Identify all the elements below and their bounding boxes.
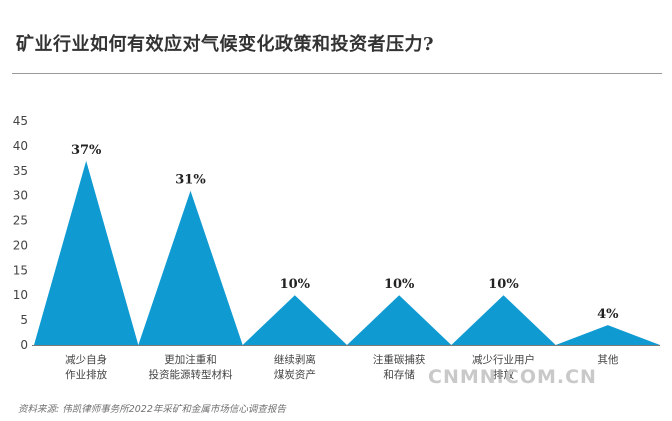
x-category-label: 煤炭资产 [274,368,316,381]
x-category-label: 投资能源转型材料 [149,368,233,381]
data-label: 37% [71,143,102,158]
x-category-label: 减少行业用户 [472,353,535,366]
y-tick-label: 0 [20,338,28,352]
data-triangle [347,295,452,345]
watermark: CNMN.COM.CN [428,366,597,388]
y-tick-label: 40 [13,139,28,153]
y-tick-label: 15 [13,263,28,277]
data-label: 10% [384,277,415,292]
data-triangle [138,190,243,345]
y-tick-label: 35 [13,164,28,178]
x-category-label: 注重碳捕获 [373,353,426,366]
x-category-label: 其他 [597,353,618,366]
source-note: 资料来源: 伟凯律师事务所2022年采矿和金属市场信心调查报告 [18,404,286,415]
data-triangle [555,325,660,345]
data-label: 31% [175,173,206,188]
data-label: 10% [488,277,519,292]
x-category-label: 作业排放 [65,368,107,381]
x-category-label: 和存储 [383,368,415,381]
y-tick-label: 20 [13,238,28,252]
data-label: 4% [597,307,619,322]
x-category-label: 减少自身 [65,353,107,366]
y-tick-label: 30 [13,189,28,203]
data-triangle [34,160,139,345]
y-tick-label: 5 [20,313,28,327]
y-tick-label: 45 [13,114,28,128]
y-tick-label: 25 [13,214,28,228]
x-category-label: 更加注重和 [164,353,217,366]
data-triangle [242,295,347,345]
data-triangle [451,295,556,345]
data-label: 10% [280,277,311,292]
title-divider [12,73,662,74]
y-tick-label: 10 [13,288,28,302]
x-category-label: 排放 [493,368,514,381]
chart-title: 矿业行业如何有效应对气候变化政策和投资者压力? [16,34,435,55]
x-category-label: 继续剥离 [274,353,316,366]
